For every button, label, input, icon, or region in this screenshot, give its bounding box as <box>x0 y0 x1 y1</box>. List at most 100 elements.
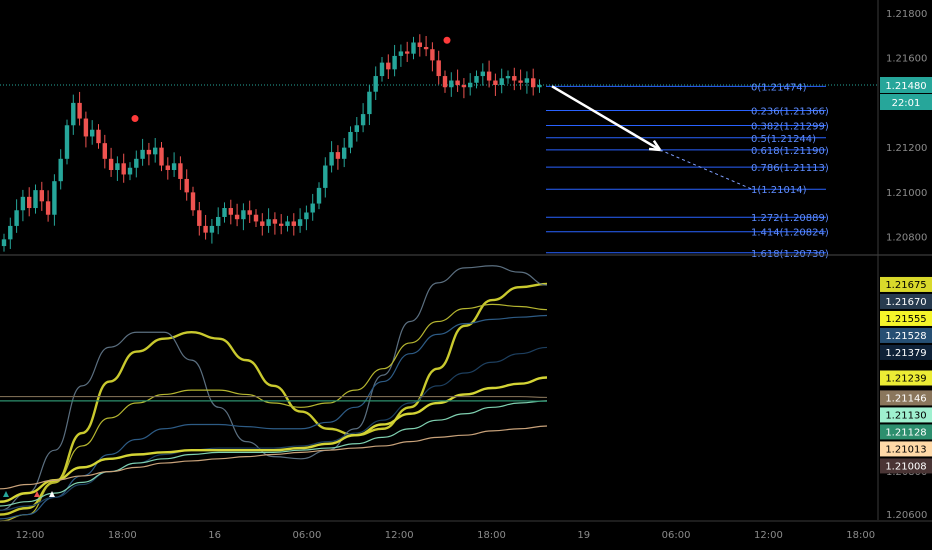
candle-body <box>52 181 57 215</box>
candle-body <box>392 55 397 70</box>
candle-body <box>102 143 107 159</box>
price-pane[interactable]: 0(1.21474) 0.236(1.21366) 0.382(1.21299) 0.… <box>0 34 878 260</box>
candle-body <box>417 42 422 47</box>
pivot-marker <box>443 36 451 44</box>
candle-body <box>134 158 139 168</box>
time-axis-ticks: 12:00 18:00 16 06:00 12:00 18:00 19 06:00 12:00 1… <box>16 530 876 541</box>
indicator-value-label: 1.21555 <box>885 314 926 325</box>
fib-level-label: 0.5(1.21244) <box>751 134 816 145</box>
candle-body <box>480 71 485 77</box>
candle-body <box>8 225 13 240</box>
indicator-value-label: 1.21128 <box>885 427 926 438</box>
price-tick-label: 1.20800 <box>886 233 927 244</box>
candle-body <box>537 85 542 88</box>
fib-level-label: 0(1.21474) <box>751 82 807 93</box>
candle-body <box>405 51 410 54</box>
candle-body <box>461 85 467 88</box>
indicator-line <box>0 395 548 399</box>
candle-body <box>442 76 448 88</box>
candle-body <box>360 114 366 126</box>
candle-body <box>209 225 215 233</box>
candle-body <box>121 163 126 175</box>
fib-level-label: 0.236(1.21366) <box>751 107 829 118</box>
candle-body <box>115 163 120 170</box>
candle-body <box>297 219 303 226</box>
indicator-value-badge <box>880 458 932 474</box>
candlestick-series <box>1 34 542 252</box>
indicator-value-label: 1.21008 <box>885 461 926 472</box>
candle-body <box>90 129 95 137</box>
candle-body <box>423 46 429 50</box>
pivot-marker <box>131 115 139 123</box>
candle-body <box>335 152 341 159</box>
projection-arrow-extension <box>659 149 753 190</box>
candle-body <box>272 219 278 224</box>
candle-body <box>524 78 530 83</box>
time-tick-label: 12:00 <box>16 530 45 541</box>
candle-body <box>14 210 19 226</box>
candle-body <box>203 225 208 233</box>
candle-body <box>1 239 7 247</box>
fib-level-label: 0.382(1.21299) <box>751 121 829 132</box>
candle-body <box>153 147 158 155</box>
price-tick-label: 1.21600 <box>886 54 927 65</box>
price-axis[interactable]: 1.218001.216001.214001.212001.210001.208… <box>877 0 932 521</box>
candle-body <box>234 214 240 220</box>
candle-body <box>71 102 76 126</box>
indicator-value-label: 1.21670 <box>885 297 926 308</box>
candle-body <box>58 158 63 182</box>
projection-arrow-shaft <box>551 85 661 151</box>
indicator-line <box>0 400 548 507</box>
candle-body <box>474 76 479 83</box>
candle-body <box>310 203 315 213</box>
indicator-value-badge <box>880 441 932 457</box>
fibonacci-retracement[interactable]: 0(1.21474) 0.236(1.21366) 0.382(1.21299) 0.… <box>546 82 829 260</box>
indicator-value-badge <box>880 310 932 326</box>
moving-average-lines <box>0 265 548 522</box>
candle-body <box>253 214 259 222</box>
indicator-value-label: 1.21146 <box>885 393 926 404</box>
indicator-line <box>0 303 548 522</box>
time-tick-label: 18:00 <box>846 530 875 541</box>
candle-body <box>430 49 435 61</box>
candle-body <box>171 163 177 170</box>
time-tick-label: 06:00 <box>662 530 691 541</box>
projection-arrow[interactable] <box>551 85 753 190</box>
candle-body <box>455 80 460 85</box>
candle-body <box>512 76 517 81</box>
candle-body <box>348 131 353 148</box>
candle-body <box>342 147 347 159</box>
signal-marker-up <box>3 491 9 497</box>
indicator-value-badge <box>880 276 932 292</box>
candle-body <box>486 71 492 81</box>
candle-body <box>197 210 202 226</box>
indicator-value-label: 1.21528 <box>885 331 926 342</box>
time-tick-label: 12:00 <box>754 530 783 541</box>
candle-body <box>386 62 391 70</box>
candle-body <box>436 60 441 77</box>
fib-level-label: 1.272(1.20889) <box>751 213 829 224</box>
indicator-value-badge <box>880 327 932 343</box>
current-price-label: 1.21480 <box>885 81 926 92</box>
time-axis[interactable]: 12:00 18:00 16 06:00 12:00 18:00 19 06:00 12:00 1… <box>0 520 932 541</box>
candle-body <box>493 80 498 85</box>
candle-body <box>178 163 183 179</box>
candle-countdown-label: 22:01 <box>892 98 921 109</box>
candle-body <box>241 210 246 220</box>
candle-body <box>499 78 504 85</box>
candle-body <box>316 187 322 204</box>
candle-body <box>411 42 416 54</box>
fib-level-label: 1.618(1.20730) <box>751 249 829 260</box>
candle-body <box>228 208 233 215</box>
candle-body <box>505 76 511 79</box>
candle-body <box>373 76 378 92</box>
indicator-pane[interactable] <box>0 265 548 522</box>
indicator-line <box>0 265 548 511</box>
indicator-value-badge <box>880 293 932 309</box>
candle-body <box>96 129 101 144</box>
indicator-line <box>0 282 548 516</box>
candle-body <box>127 167 133 175</box>
indicator-value-label: 1.21675 <box>885 280 926 291</box>
candle-body <box>159 147 164 166</box>
